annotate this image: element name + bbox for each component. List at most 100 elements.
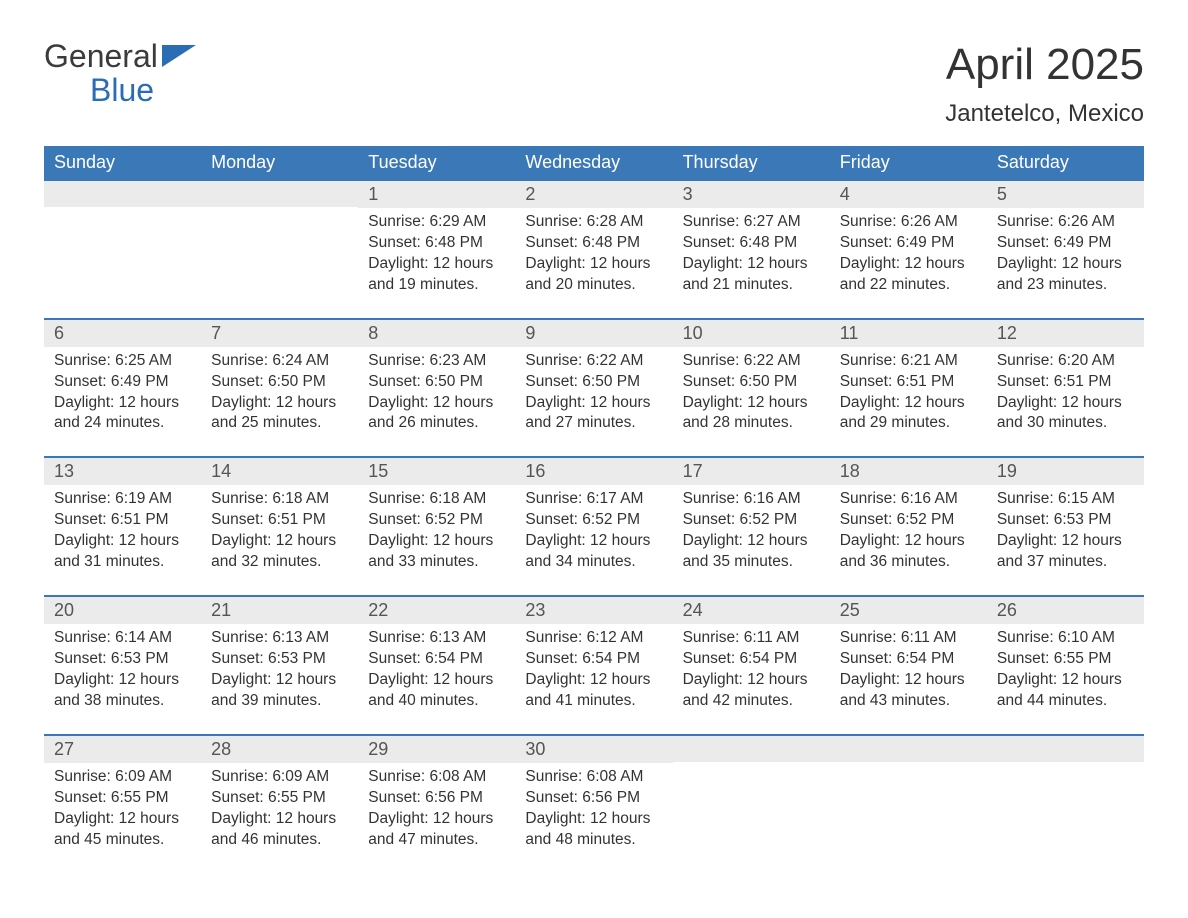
- daylight-line: Daylight: 12 hours and 45 minutes.: [54, 809, 191, 851]
- sunrise-label: Sunrise:: [368, 213, 429, 230]
- sunset-line: Sunset: 6:53 PM: [54, 649, 191, 670]
- sunrise-value: 6:23 AM: [429, 352, 486, 369]
- daylight-prefix: Daylight:: [840, 255, 905, 272]
- day-cell: 26Sunrise: 6:10 AMSunset: 6:55 PMDayligh…: [987, 597, 1144, 734]
- sunrise-value: 6:28 AM: [587, 213, 644, 230]
- sunset-value: 6:49 PM: [897, 234, 955, 251]
- daylight-hours: 12: [904, 671, 921, 688]
- day-cell: 1Sunrise: 6:29 AMSunset: 6:48 PMDaylight…: [358, 181, 515, 318]
- daylight-minutes: 35: [713, 553, 730, 570]
- day-number: 21: [201, 597, 358, 624]
- daylight-line: Daylight: 12 hours and 21 minutes.: [683, 254, 820, 296]
- daylight-prefix: Daylight:: [525, 255, 590, 272]
- day-body: Sunrise: 6:12 AMSunset: 6:54 PMDaylight:…: [515, 624, 672, 712]
- day-number: 3: [673, 181, 830, 208]
- sunset-line: Sunset: 6:50 PM: [368, 372, 505, 393]
- sunrise-value: 6:16 AM: [744, 490, 801, 507]
- daylight-line: Daylight: 12 hours and 20 minutes.: [525, 254, 662, 296]
- sunset-label: Sunset:: [54, 650, 111, 667]
- sunset-line: Sunset: 6:52 PM: [683, 510, 820, 531]
- sunrise-value: 6:09 AM: [272, 768, 329, 785]
- sunset-value: 6:53 PM: [1054, 511, 1112, 528]
- day-number: 1: [358, 181, 515, 208]
- sunset-value: 6:55 PM: [268, 789, 326, 806]
- daylight-suffix: minutes.: [101, 692, 164, 709]
- sunrise-line: Sunrise: 6:20 AM: [997, 351, 1134, 372]
- daylight-line: Daylight: 12 hours and 37 minutes.: [997, 531, 1134, 573]
- sunset-line: Sunset: 6:51 PM: [997, 372, 1134, 393]
- sunrise-value: 6:18 AM: [429, 490, 486, 507]
- logo-text: General Blue: [44, 40, 196, 107]
- sunset-line: Sunset: 6:50 PM: [683, 372, 820, 393]
- logo-line1: General: [44, 40, 158, 74]
- daylight-line: Daylight: 12 hours and 39 minutes.: [211, 670, 348, 712]
- sunrise-value: 6:15 AM: [1058, 490, 1115, 507]
- day-header-cell: Saturday: [987, 146, 1144, 179]
- daylight-hours: 12: [747, 532, 764, 549]
- sunrise-label: Sunrise:: [368, 490, 429, 507]
- sunset-line: Sunset: 6:50 PM: [525, 372, 662, 393]
- daylight-prefix: Daylight:: [997, 255, 1062, 272]
- sunrise-value: 6:10 AM: [1058, 629, 1115, 646]
- day-cell: 9Sunrise: 6:22 AMSunset: 6:50 PMDaylight…: [515, 320, 672, 457]
- sunset-value: 6:48 PM: [425, 234, 483, 251]
- daylight-minutes: 29: [870, 414, 887, 431]
- day-cell: 24Sunrise: 6:11 AMSunset: 6:54 PMDayligh…: [673, 597, 830, 734]
- week-row: 6Sunrise: 6:25 AMSunset: 6:49 PMDaylight…: [44, 318, 1144, 457]
- daylight-suffix: minutes.: [416, 831, 479, 848]
- daylight-minutes: 39: [241, 692, 258, 709]
- daylight-minutes: 46: [241, 831, 258, 848]
- sunset-label: Sunset:: [683, 234, 740, 251]
- sunrise-label: Sunrise:: [840, 490, 901, 507]
- daylight-line: Daylight: 12 hours and 30 minutes.: [997, 393, 1134, 435]
- sunset-label: Sunset:: [997, 650, 1054, 667]
- daylight-suffix: minutes.: [887, 692, 950, 709]
- daylight-line: Daylight: 12 hours and 25 minutes.: [211, 393, 348, 435]
- day-number: 19: [987, 458, 1144, 485]
- day-number: 24: [673, 597, 830, 624]
- day-body: Sunrise: 6:22 AMSunset: 6:50 PMDaylight:…: [673, 347, 830, 435]
- sunset-line: Sunset: 6:56 PM: [368, 788, 505, 809]
- header: General Blue April 2025 Jantetelco, Mexi…: [44, 40, 1144, 128]
- day-body: Sunrise: 6:09 AMSunset: 6:55 PMDaylight:…: [44, 763, 201, 851]
- day-number: [673, 736, 830, 762]
- sunset-value: 6:51 PM: [111, 511, 169, 528]
- day-body: Sunrise: 6:15 AMSunset: 6:53 PMDaylight:…: [987, 485, 1144, 573]
- sunset-label: Sunset:: [211, 511, 268, 528]
- day-number: 29: [358, 736, 515, 763]
- sunrise-label: Sunrise:: [840, 213, 901, 230]
- day-cell: 7Sunrise: 6:24 AMSunset: 6:50 PMDaylight…: [201, 320, 358, 457]
- day-cell: 29Sunrise: 6:08 AMSunset: 6:56 PMDayligh…: [358, 736, 515, 873]
- day-body: Sunrise: 6:13 AMSunset: 6:53 PMDaylight:…: [201, 624, 358, 712]
- sunset-label: Sunset:: [368, 511, 425, 528]
- daylight-suffix: minutes.: [1044, 276, 1107, 293]
- daylight-suffix: minutes.: [259, 692, 322, 709]
- daylight-hours: 12: [119, 532, 136, 549]
- day-cell: 28Sunrise: 6:09 AMSunset: 6:55 PMDayligh…: [201, 736, 358, 873]
- daylight-minutes: 44: [1027, 692, 1044, 709]
- daylight-minutes: 23: [1027, 276, 1044, 293]
- daylight-minutes: 34: [556, 553, 573, 570]
- sunrise-line: Sunrise: 6:08 AM: [368, 767, 505, 788]
- day-cell: 10Sunrise: 6:22 AMSunset: 6:50 PMDayligh…: [673, 320, 830, 457]
- sunrise-line: Sunrise: 6:18 AM: [211, 489, 348, 510]
- day-body: Sunrise: 6:08 AMSunset: 6:56 PMDaylight:…: [358, 763, 515, 851]
- day-body: Sunrise: 6:24 AMSunset: 6:50 PMDaylight:…: [201, 347, 358, 435]
- sunset-line: Sunset: 6:55 PM: [997, 649, 1134, 670]
- sunset-value: 6:54 PM: [425, 650, 483, 667]
- sunrise-line: Sunrise: 6:21 AM: [840, 351, 977, 372]
- sunset-label: Sunset:: [54, 373, 111, 390]
- daylight-prefix: Daylight:: [211, 532, 276, 549]
- daylight-line: Daylight: 12 hours and 27 minutes.: [525, 393, 662, 435]
- sunrise-line: Sunrise: 6:28 AM: [525, 212, 662, 233]
- sunrise-label: Sunrise:: [368, 629, 429, 646]
- sunset-label: Sunset:: [54, 789, 111, 806]
- day-body: Sunrise: 6:27 AMSunset: 6:48 PMDaylight:…: [673, 208, 830, 296]
- daylight-line: Daylight: 12 hours and 46 minutes.: [211, 809, 348, 851]
- daylight-line: Daylight: 12 hours and 40 minutes.: [368, 670, 505, 712]
- sunset-label: Sunset:: [840, 234, 897, 251]
- daylight-prefix: Daylight:: [54, 671, 119, 688]
- sunset-value: 6:48 PM: [582, 234, 640, 251]
- daylight-suffix: minutes.: [1044, 414, 1107, 431]
- daylight-minutes: 20: [556, 276, 573, 293]
